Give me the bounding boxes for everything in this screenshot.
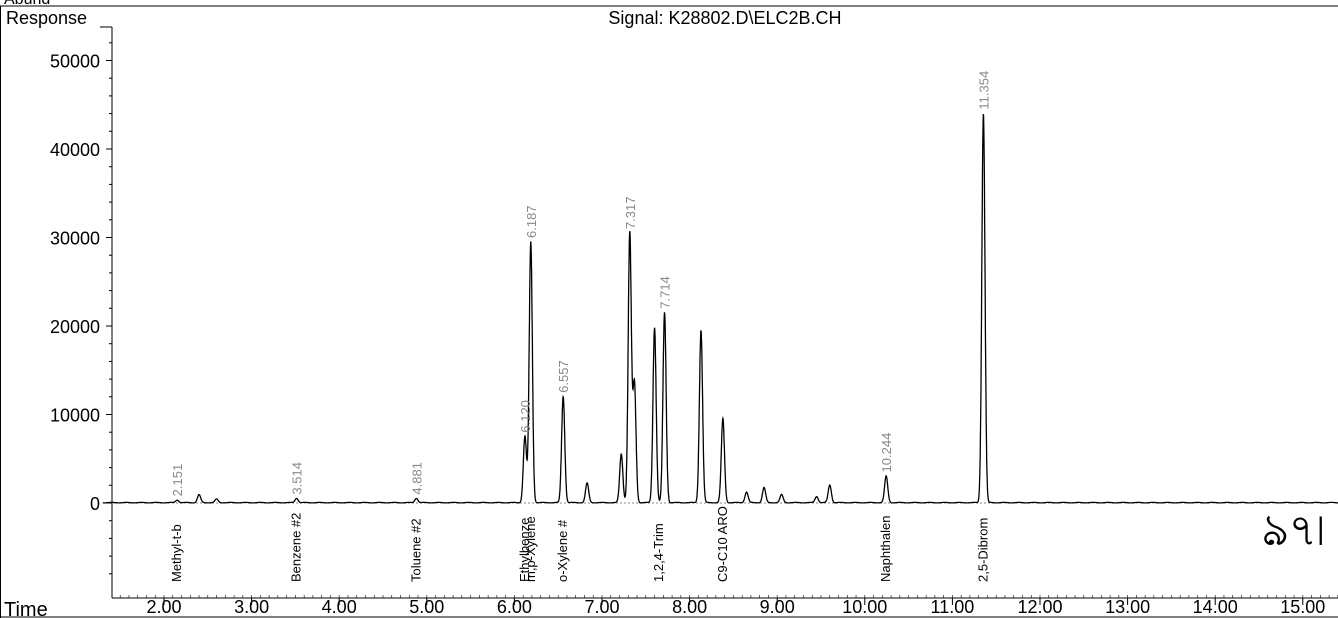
- compound-label: Naphthalen: [878, 516, 893, 583]
- handwritten-annotation: ঌ৭৷: [1262, 505, 1324, 556]
- x-tick-label: 8.00: [672, 597, 707, 617]
- chart-title: Signal: K28802.D\ELC2B.CH: [608, 8, 841, 28]
- x-tick-label: 13.00: [1105, 597, 1150, 617]
- y-axis-label: Response: [6, 8, 87, 28]
- compound-label: Toluene #2: [408, 518, 423, 582]
- peak-rt-label: 6.187: [524, 205, 539, 238]
- compound-label: Benzene #2: [289, 513, 304, 582]
- peak-rt-label: 2.151: [170, 464, 185, 497]
- peak-rt-label: 4.881: [409, 462, 424, 495]
- x-tick-label: 2.00: [146, 597, 181, 617]
- y-tick-label: 20000: [50, 317, 100, 337]
- chromatogram-trace: [103, 114, 1338, 503]
- x-tick-label: 7.00: [584, 597, 619, 617]
- x-tick-label: 5.00: [409, 597, 444, 617]
- x-tick-label: 3.00: [234, 597, 269, 617]
- peak-rt-label: 6.120: [518, 400, 533, 433]
- compound-label: 1,2,4-Trim: [651, 523, 666, 582]
- y-tick-label: 40000: [50, 140, 100, 160]
- x-tick-label: 10.00: [842, 597, 887, 617]
- compound-label: m,p-Xylene: [523, 516, 538, 582]
- x-tick-label: 11.00: [931, 597, 975, 617]
- x-axis-label: Time: [4, 599, 48, 618]
- compound-label: o-Xylene #: [555, 519, 570, 582]
- peak-rt-label: 7.317: [623, 197, 638, 230]
- x-tick-label: 15.00: [1280, 597, 1325, 617]
- compound-label: 2,5-Dibrom: [975, 518, 990, 582]
- peak-label-group: 2.151 3.514 4.881 6.120 6.187 6.557 7.317 7.714…: [170, 71, 991, 497]
- x-tick-label: 14.00: [1193, 597, 1238, 617]
- top-axis-label: Abund: [4, 0, 50, 8]
- compound-label: Methyl-t-b: [169, 524, 184, 582]
- peak-rt-label: 10.244: [879, 433, 894, 473]
- y-tick-label: 30000: [50, 229, 100, 249]
- x-tick-label: 4.00: [322, 597, 357, 617]
- x-tick-label: 12.00: [1017, 597, 1062, 617]
- compound-label: C9-C10 ARO: [715, 506, 730, 582]
- y-tick-label: 10000: [50, 406, 100, 426]
- peak-rt-label: 3.514: [290, 462, 305, 495]
- peak-rt-label: 11.354: [976, 71, 991, 110]
- y-tick-label: 50000: [50, 52, 100, 72]
- peak-rt-label: 6.557: [556, 360, 571, 393]
- x-tick-label: 6.00: [497, 597, 532, 617]
- y-tick-label: 0: [90, 494, 100, 514]
- trace-group: [103, 114, 1338, 503]
- x-tick-label: 9.00: [760, 597, 795, 617]
- peak-rt-label: 7.714: [658, 276, 673, 309]
- y-tick-group: 50000 40000 30000 20000 10000 0: [50, 43, 112, 574]
- compound-label-group: Methyl-t-b Benzene #2 Toluene #2 Ethylbenze…: [169, 506, 990, 582]
